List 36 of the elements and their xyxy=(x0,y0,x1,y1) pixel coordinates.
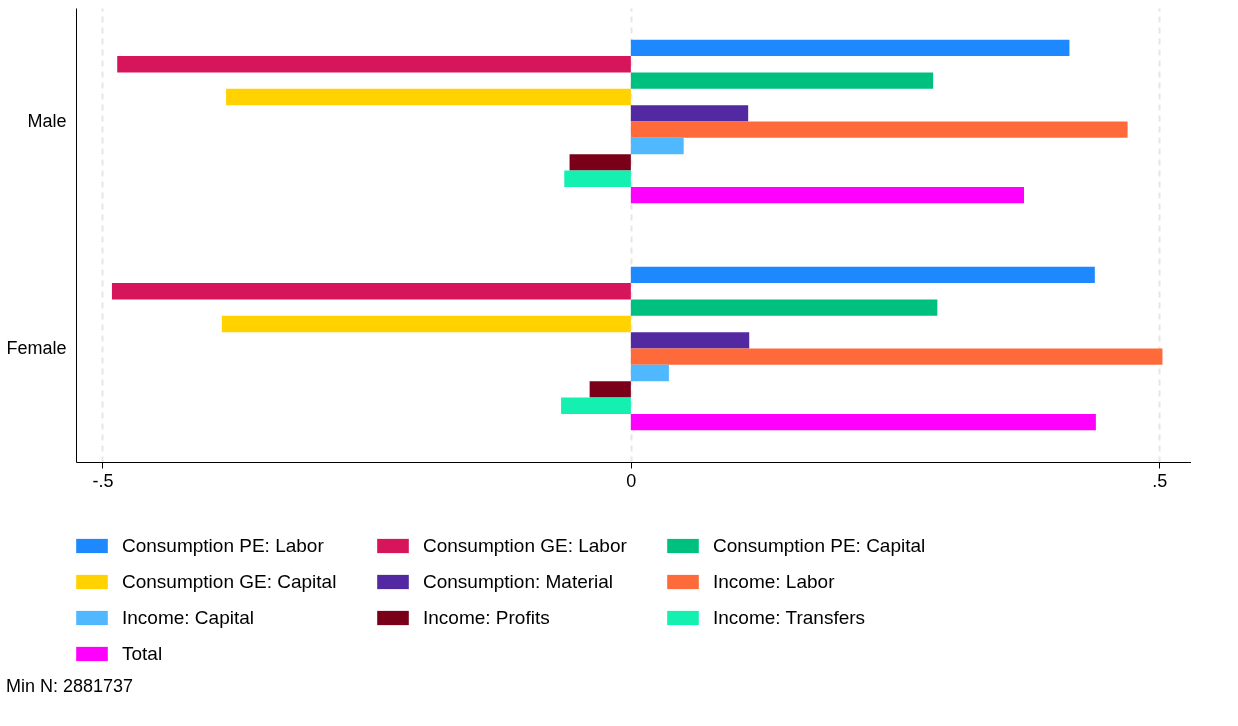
bar xyxy=(111,283,631,300)
legend-label: Income: Labor xyxy=(713,571,836,592)
legend-label: Consumption PE: Labor xyxy=(122,535,325,556)
bar xyxy=(569,154,631,171)
bar xyxy=(561,397,631,414)
x-tick-label: 0 xyxy=(626,470,637,491)
bar xyxy=(630,72,934,89)
bar xyxy=(630,332,750,349)
bar xyxy=(630,105,749,122)
bar xyxy=(630,364,669,382)
y-tick-label: Male xyxy=(27,110,67,131)
x-tick-label: .5 xyxy=(1152,470,1168,491)
text: Min N: 2881737 xyxy=(5,676,134,696)
bar xyxy=(564,170,631,187)
bar xyxy=(630,413,1096,431)
bar xyxy=(630,348,1163,365)
bar xyxy=(630,299,938,316)
legend-label: Consumption GE: Labor xyxy=(423,535,628,556)
legend-label: Income: Capital xyxy=(122,607,255,628)
bar xyxy=(589,381,631,398)
bar xyxy=(630,266,1095,284)
y-tick-label: Female xyxy=(6,337,67,358)
x-tick-label: -.5 xyxy=(92,470,114,491)
legend-label: Consumption PE: Capital xyxy=(713,535,926,556)
legend-label: Income: Transfers xyxy=(713,607,866,628)
legend-label: Consumption: Material xyxy=(423,571,614,592)
bar xyxy=(630,137,684,155)
bar xyxy=(630,39,1070,57)
bar xyxy=(221,315,631,333)
bar xyxy=(226,88,631,106)
legend-label: Income: Profits xyxy=(423,607,550,628)
bar xyxy=(117,56,631,73)
bar xyxy=(630,186,1025,204)
legend-label: Total xyxy=(122,643,163,664)
legend-label: Consumption GE: Capital xyxy=(122,571,337,592)
bar xyxy=(630,121,1128,138)
